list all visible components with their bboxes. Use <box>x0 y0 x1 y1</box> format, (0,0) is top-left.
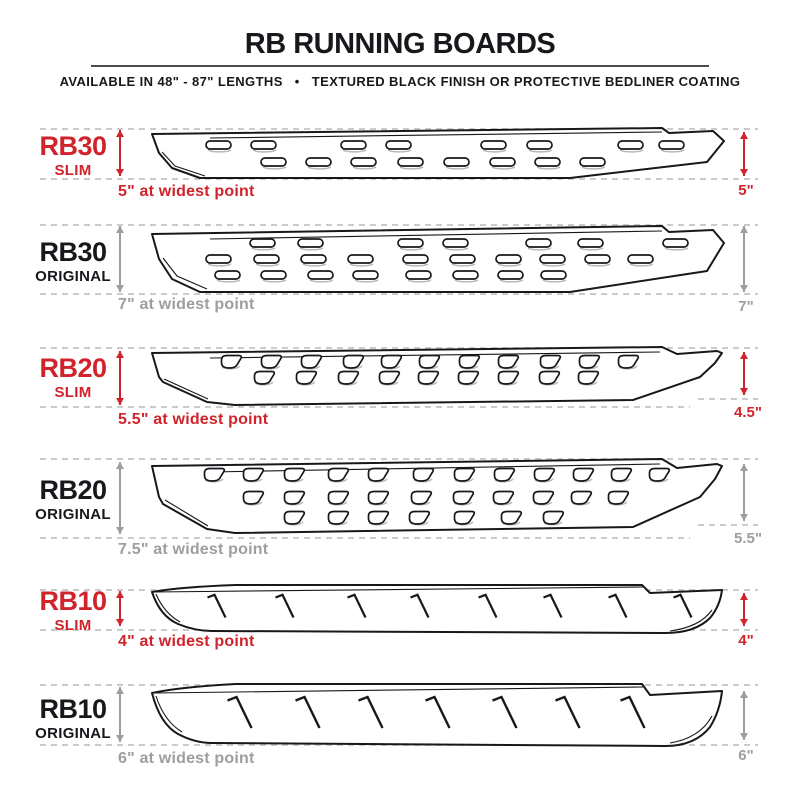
height-dimension-label: 5" <box>738 182 754 199</box>
title-underline <box>91 65 709 67</box>
height-dimension-label: 4" <box>738 632 754 649</box>
height-dimension-arrow <box>740 352 748 395</box>
model-name: RB10 <box>39 694 107 724</box>
height-dimension-label: 6" <box>738 747 754 764</box>
model-label: RB10 ORIGINAL <box>18 694 128 742</box>
variant-name: SLIM <box>54 617 92 634</box>
variant-name: ORIGINAL <box>35 725 111 742</box>
width-dimension-label: 4" at widest point <box>118 633 255 650</box>
height-dimension-arrow <box>740 464 748 521</box>
reference-dashed-line <box>40 128 758 130</box>
variant-name: ORIGINAL <box>35 506 111 523</box>
model-name: RB20 <box>39 475 107 505</box>
width-dimension-arrow <box>116 226 124 292</box>
model-label: RB30 ORIGINAL <box>18 237 128 285</box>
width-dimension-arrow <box>116 130 124 176</box>
reference-dashed-line <box>40 224 758 226</box>
variant-name: SLIM <box>54 384 92 401</box>
reference-dashed-line <box>698 524 758 526</box>
height-dimension-arrow <box>740 226 748 292</box>
rb20-original-board-drawing <box>151 458 723 534</box>
reference-dashed-line <box>40 406 690 408</box>
reference-dashed-line <box>40 458 758 460</box>
reference-dashed-line <box>698 398 758 400</box>
width-dimension-label: 7.5" at widest point <box>118 541 269 558</box>
height-dimension-label: 4.5" <box>734 404 762 421</box>
rb10-slim-board-drawing <box>151 584 723 634</box>
variant-name: SLIM <box>54 162 92 179</box>
reference-dashed-line <box>40 537 690 539</box>
rb10-original-board-drawing <box>151 683 723 747</box>
model-label: RB30 SLIM <box>18 131 128 179</box>
height-dimension-label: 7" <box>738 298 754 315</box>
width-dimension-label: 6" at widest point <box>118 750 255 767</box>
width-dimension-label: 5.5" at widest point <box>118 411 269 428</box>
model-label: RB20 SLIM <box>18 353 128 401</box>
width-dimension-arrow <box>116 462 124 534</box>
width-dimension-label: 5" at widest point <box>118 183 255 200</box>
rb30-original-board-drawing <box>151 225 725 293</box>
model-name: RB30 <box>39 237 107 267</box>
width-dimension-arrow <box>116 687 124 742</box>
height-dimension-arrow <box>740 593 748 626</box>
subtitle: AVAILABLE IN 48" - 87" LENGTHS • TEXTURE… <box>59 74 741 89</box>
page-title: RB RUNNING BOARDS <box>244 28 556 60</box>
height-dimension-arrow <box>740 132 748 176</box>
model-label: RB10 SLIM <box>18 586 128 634</box>
rb20-slim-board-drawing <box>151 346 723 406</box>
height-dimension-label: 5.5" <box>734 530 762 547</box>
model-name: RB10 <box>39 586 107 616</box>
reference-dashed-line <box>40 347 758 349</box>
reference-dashed-line <box>40 293 758 295</box>
model-name: RB20 <box>39 353 107 383</box>
height-dimension-arrow <box>740 691 748 740</box>
variant-name: ORIGINAL <box>35 268 111 285</box>
width-dimension-label: 7" at widest point <box>118 296 255 313</box>
width-dimension-arrow <box>116 351 124 405</box>
model-label: RB20 ORIGINAL <box>18 475 128 523</box>
width-dimension-arrow <box>116 591 124 626</box>
model-name: RB30 <box>39 131 107 161</box>
rb30-slim-board-drawing <box>151 127 725 179</box>
